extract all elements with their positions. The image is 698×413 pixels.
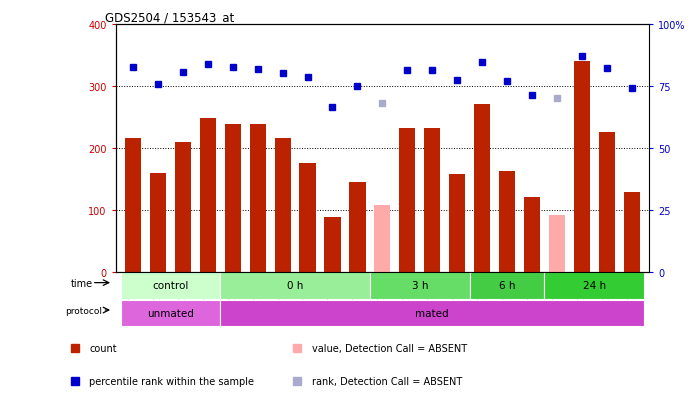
Text: count: count <box>89 344 117 354</box>
Bar <box>325 218 341 272</box>
Bar <box>221 300 644 326</box>
Bar <box>250 125 266 272</box>
Bar <box>200 119 216 272</box>
Bar <box>474 105 490 272</box>
Bar <box>349 183 366 272</box>
Text: protocol: protocol <box>66 306 103 315</box>
Bar <box>449 174 466 272</box>
Text: percentile rank within the sample: percentile rank within the sample <box>89 376 254 386</box>
Text: 3 h: 3 h <box>412 281 428 291</box>
Bar <box>549 215 565 272</box>
Bar <box>374 205 390 272</box>
Bar <box>150 173 166 272</box>
Bar <box>370 273 470 299</box>
Text: value, Detection Call = ABSENT: value, Detection Call = ABSENT <box>312 344 467 354</box>
Text: rank, Detection Call = ABSENT: rank, Detection Call = ABSENT <box>312 376 462 386</box>
Text: unmated: unmated <box>147 308 194 318</box>
Bar <box>499 171 515 272</box>
Bar <box>299 164 315 272</box>
Text: control: control <box>152 281 188 291</box>
Bar <box>544 273 644 299</box>
Bar <box>225 125 241 272</box>
Text: mated: mated <box>415 308 449 318</box>
Bar <box>424 128 440 272</box>
Text: GDS2504 / 153543_at: GDS2504 / 153543_at <box>105 11 234 24</box>
Text: 6 h: 6 h <box>499 281 515 291</box>
Text: time: time <box>70 278 93 288</box>
Bar <box>274 139 291 272</box>
Bar <box>599 133 615 272</box>
Bar <box>470 273 544 299</box>
Bar <box>221 273 370 299</box>
Bar <box>121 273 221 299</box>
Bar <box>174 142 191 272</box>
Bar <box>125 139 141 272</box>
Text: 0 h: 0 h <box>287 281 304 291</box>
Bar <box>623 193 640 272</box>
Bar <box>121 300 221 326</box>
Text: 24 h: 24 h <box>583 281 606 291</box>
Bar <box>399 128 415 272</box>
Bar <box>524 198 540 272</box>
Bar <box>574 62 590 272</box>
